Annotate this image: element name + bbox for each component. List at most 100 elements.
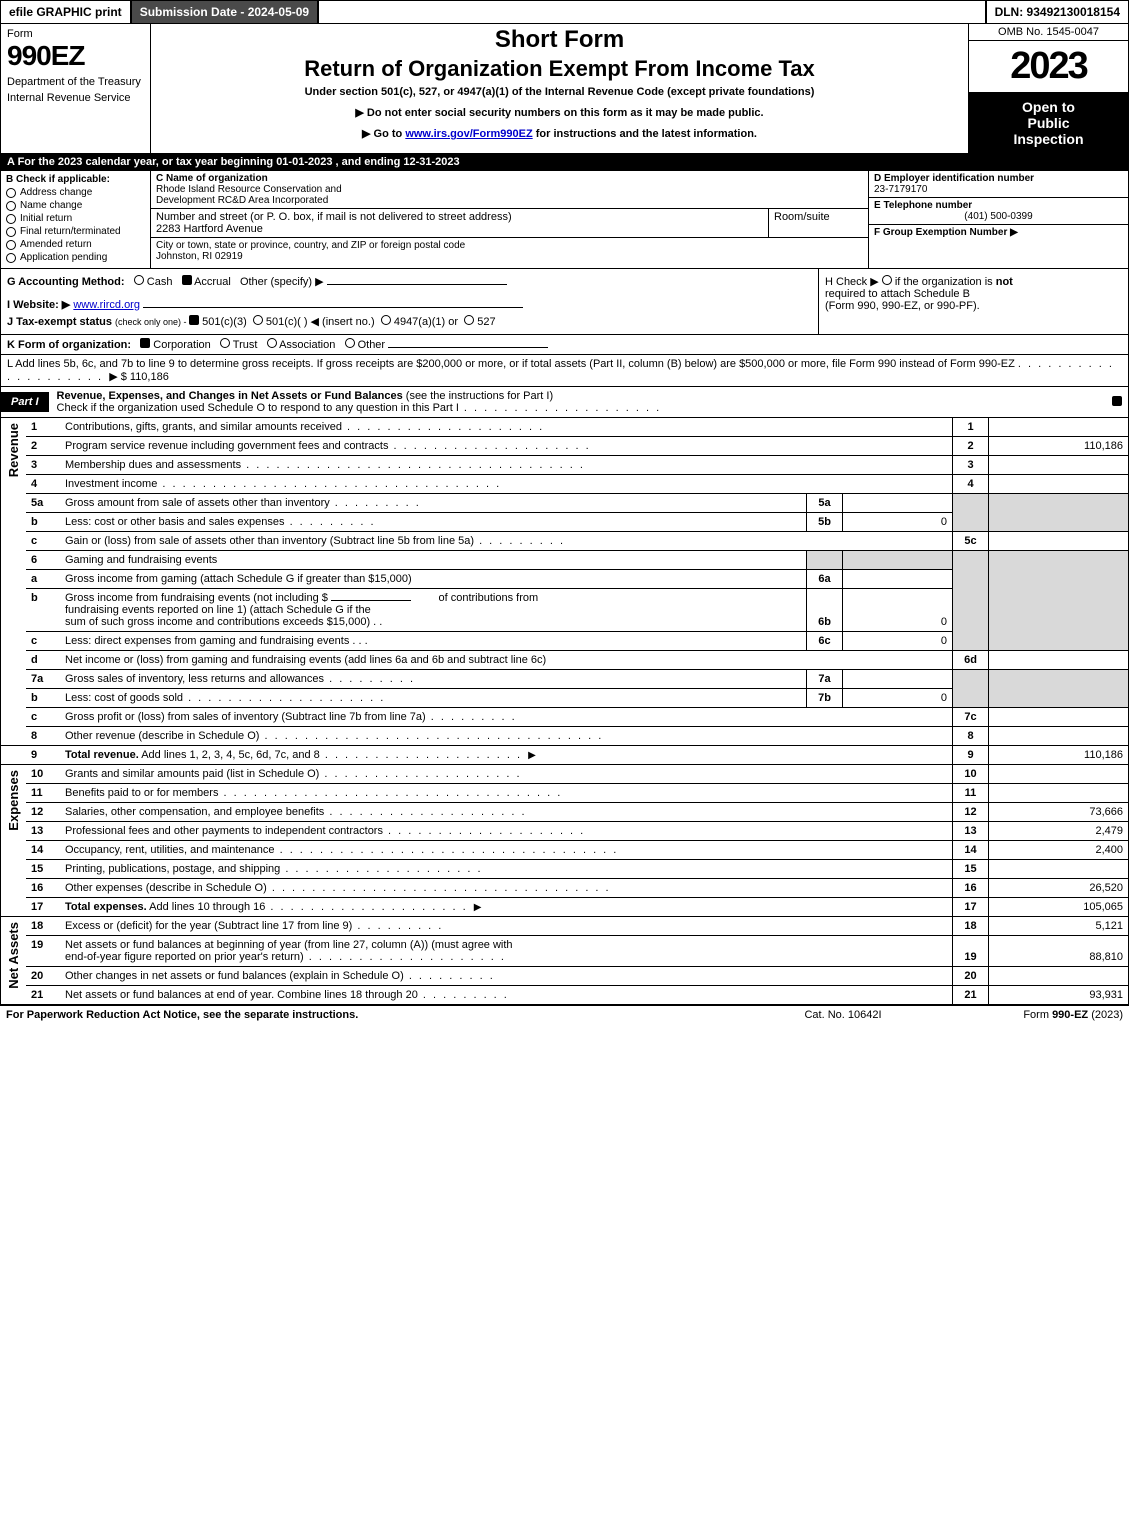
checkbox-address-change[interactable] [6, 188, 16, 198]
irs-link[interactable]: www.irs.gov/Form990EZ [405, 128, 532, 140]
checkbox-trust[interactable] [220, 338, 230, 348]
submission-date-button[interactable]: Submission Date - 2024-05-09 [132, 1, 319, 23]
d-6d: Net income or (loss) from gaming and fun… [65, 654, 546, 666]
checkbox-corp[interactable] [140, 338, 150, 348]
ln-17: 17 [26, 898, 60, 917]
box-10: 10 [953, 765, 989, 784]
box-21: 21 [953, 986, 989, 1005]
d-3: Membership dues and assessments [65, 459, 241, 471]
d-5b: Less: cost or other basis and sales expe… [65, 516, 285, 528]
group-exemption-row: F Group Exemption Number ▶ [869, 225, 1128, 240]
h-not: not [996, 276, 1013, 288]
form-word: Form [7, 28, 144, 40]
checkbox-schedule-o[interactable] [1112, 396, 1122, 406]
sv-7a [843, 670, 953, 689]
section-subtitle: Under section 501(c), 527, or 4947(a)(1)… [157, 86, 962, 98]
netassets-vlabel: Net Assets [1, 917, 27, 1005]
ln-5c: c [26, 532, 60, 551]
ln-11: 11 [26, 784, 60, 803]
tax-year: 2023 [969, 41, 1128, 93]
table-row: d Net income or (loss) from gaming and f… [1, 651, 1129, 670]
cb-label-final: Final return/terminated [20, 226, 121, 237]
ln-4: 4 [26, 475, 60, 494]
short-form-title: Short Form [157, 26, 962, 54]
sv-7b: 0 [843, 689, 953, 708]
d-6b-3: fundraising events reported on line 1) (… [65, 604, 371, 616]
checkbox-initial-return[interactable] [6, 214, 16, 224]
h-pre: H Check ▶ [825, 276, 882, 288]
checkbox-cash[interactable] [134, 275, 144, 285]
d-17: Add lines 10 through 16 [149, 901, 265, 913]
ln-6a: a [26, 570, 60, 589]
table-row: 6 Gaming and fundraising events [1, 551, 1129, 570]
other-specify-input[interactable] [327, 284, 507, 285]
form-number: 990EZ [7, 40, 144, 72]
col-c: C Name of organization Rhode Island Reso… [151, 171, 868, 268]
table-row: Expenses 10 Grants and similar amounts p… [1, 765, 1129, 784]
checkbox-501c3[interactable] [189, 315, 199, 325]
grey-6v [843, 551, 953, 570]
room-label: Room/suite [774, 211, 830, 223]
val-13: 2,479 [989, 822, 1129, 841]
part1-check-line: Check if the organization used Schedule … [57, 402, 459, 414]
checkbox-assoc[interactable] [267, 338, 277, 348]
table-row: 3 Membership dues and assessments 3 [1, 456, 1129, 475]
grey-7 [953, 670, 989, 708]
website-link[interactable]: www.rircd.org [73, 299, 140, 311]
checkbox-527[interactable] [464, 315, 474, 325]
val-18: 5,121 [989, 917, 1129, 936]
checkbox-other-org[interactable] [345, 338, 355, 348]
checkbox-h[interactable] [882, 275, 892, 285]
street-row: Number and street (or P. O. box, if mail… [151, 209, 868, 238]
d-18: Excess or (deficit) for the year (Subtra… [65, 920, 352, 932]
d-17-bold: Total expenses. [65, 901, 147, 913]
checkbox-4947[interactable] [381, 315, 391, 325]
part1-bar: Part I Revenue, Expenses, and Changes in… [0, 387, 1129, 418]
goto-pre: ▶ Go to [362, 128, 405, 140]
accrual-label: Accrual [194, 276, 231, 288]
efile-print-button[interactable]: efile GRAPHIC print [1, 1, 132, 23]
checkbox-accrual[interactable] [182, 275, 192, 285]
part1-title-rest: (see the instructions for Part I) [403, 390, 553, 402]
city-label: City or town, state or province, country… [156, 240, 465, 251]
box-3: 3 [953, 456, 989, 475]
grey-5v [989, 494, 1129, 532]
checkbox-final-return[interactable] [6, 227, 16, 237]
sv-6b: 0 [843, 589, 953, 632]
ln-7c: c [26, 708, 60, 727]
city-value: Johnston, RI 02919 [156, 251, 243, 262]
d-7a: Gross sales of inventory, less returns a… [65, 673, 324, 685]
k-pre: K Form of organization: [7, 339, 131, 351]
ln-16: 16 [26, 879, 60, 898]
header-center: Short Form Return of Organization Exempt… [151, 24, 968, 153]
ln-7b: b [26, 689, 60, 708]
table-row: Net Assets 18 Excess or (deficit) for th… [1, 917, 1129, 936]
col-b-title: B Check if applicable: [6, 174, 145, 185]
sv-6c: 0 [843, 632, 953, 651]
website-underline [143, 307, 523, 308]
other-org-underline [388, 347, 548, 348]
cb-label-amended: Amended return [20, 239, 92, 250]
checkbox-name-change[interactable] [6, 201, 16, 211]
row-k: K Form of organization: Corporation Trus… [0, 335, 1129, 355]
checkbox-501c[interactable] [253, 315, 263, 325]
ssn-warning: ▶ Do not enter social security numbers o… [157, 106, 962, 119]
cb-label-pending: Application pending [20, 252, 107, 263]
h-line3: (Form 990, 990-EZ, or 990-PF). [825, 300, 980, 312]
box-17: 17 [953, 898, 989, 917]
table-row: 13 Professional fees and other payments … [1, 822, 1129, 841]
d-16: Other expenses (describe in Schedule O) [65, 882, 267, 894]
val-14: 2,400 [989, 841, 1129, 860]
4947-label: 4947(a)(1) or [394, 316, 458, 328]
checkbox-amended[interactable] [6, 240, 16, 250]
ln-6c: c [26, 632, 60, 651]
other-org-label: Other [358, 339, 386, 351]
d-9: Add lines 1, 2, 3, 4, 5c, 6d, 7c, and 8 [141, 749, 320, 761]
d-8: Other revenue (describe in Schedule O) [65, 730, 259, 742]
table-row: 16 Other expenses (describe in Schedule … [1, 879, 1129, 898]
l-amount: ▶ $ 110,186 [109, 371, 169, 383]
col-def: D Employer identification number 23-7179… [868, 171, 1128, 268]
ln-5b: b [26, 513, 60, 532]
checkbox-application-pending[interactable] [6, 253, 16, 263]
table-row: 5a Gross amount from sale of assets othe… [1, 494, 1129, 513]
